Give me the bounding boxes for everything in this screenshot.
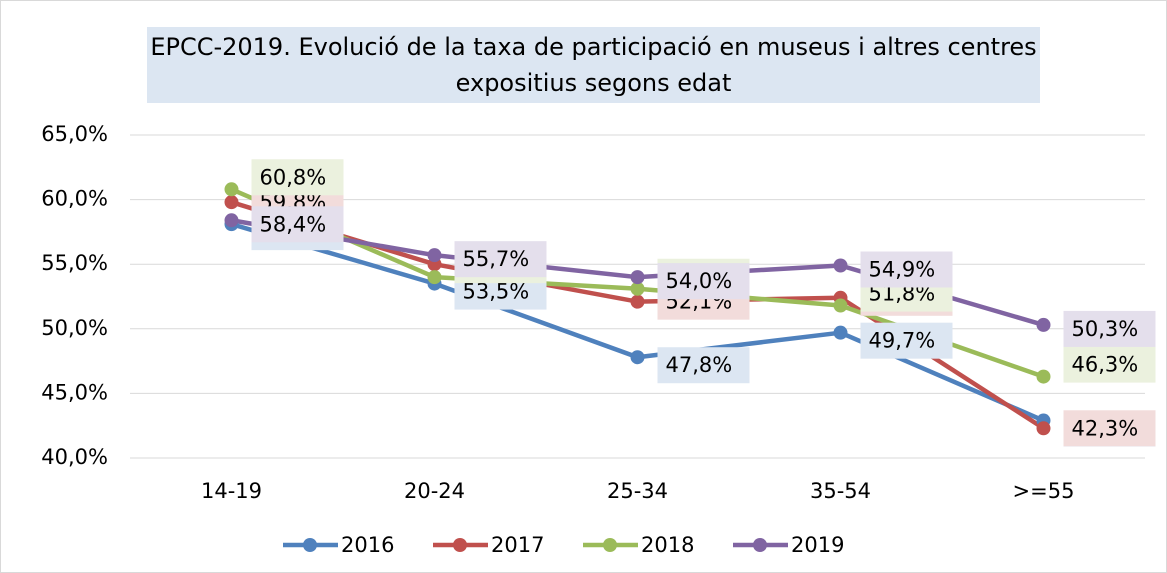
data-label: 53,5% [463,280,530,304]
marker [224,182,239,197]
marker [833,258,848,273]
data-label-bg [251,159,344,196]
y-tick-label: 65,0% [41,122,108,146]
data-label: 58,4% [260,212,327,236]
legend-marker [753,538,767,552]
x-tick-label: 20-24 [404,479,465,503]
marker [427,270,442,285]
x-tick-label: >=55 [1013,479,1075,503]
legend-marker [603,538,617,552]
legend-label: 2018 [641,533,694,557]
data-label: 60,8% [260,165,327,189]
x-tick-label: 35-54 [810,479,871,503]
data-label-bg [1063,410,1156,447]
data-label-bg [251,206,344,243]
x-tick-label: 14-19 [201,479,262,503]
data-label: 54,0% [666,269,733,293]
x-tick-label: 25-34 [607,479,668,503]
marker [630,294,645,309]
data-label: 42,3% [1072,416,1139,440]
marker [427,248,442,263]
legend-marker [303,538,317,552]
data-label-bg [454,241,547,278]
marker [224,213,239,228]
data-label-bg [860,322,953,359]
y-tick-label: 45,0% [41,380,108,404]
y-tick-label: 55,0% [41,251,108,275]
y-tick-label: 60,0% [41,187,108,211]
marker [630,270,645,285]
data-label: 54,9% [869,257,936,281]
data-label-bg [1063,310,1156,347]
marker [630,350,645,365]
y-tick-label: 40,0% [41,445,108,469]
data-label-bg [657,347,750,384]
marker [1036,317,1051,332]
y-tick-label: 50,0% [41,316,108,340]
data-label: 47,8% [666,353,733,377]
marker [224,195,239,210]
data-label-bg [860,251,953,288]
data-label-bg [657,263,750,300]
legend-label: 2016 [341,533,394,557]
legend-marker [453,538,467,552]
data-label: 50,3% [1072,317,1139,341]
data-label: 55,7% [463,247,530,271]
marker [630,281,645,296]
data-label-bg [1063,346,1156,383]
legend-label: 2019 [791,533,844,557]
marker [833,298,848,313]
data-label: 46,3% [1072,353,1139,377]
marker [1036,369,1051,384]
chart-title: EPCC-2019. Evolució de la taxa de partic… [147,27,1040,103]
marker [833,325,848,340]
data-label: 49,7% [869,329,936,353]
legend-label: 2017 [491,533,544,557]
marker [1036,421,1051,436]
